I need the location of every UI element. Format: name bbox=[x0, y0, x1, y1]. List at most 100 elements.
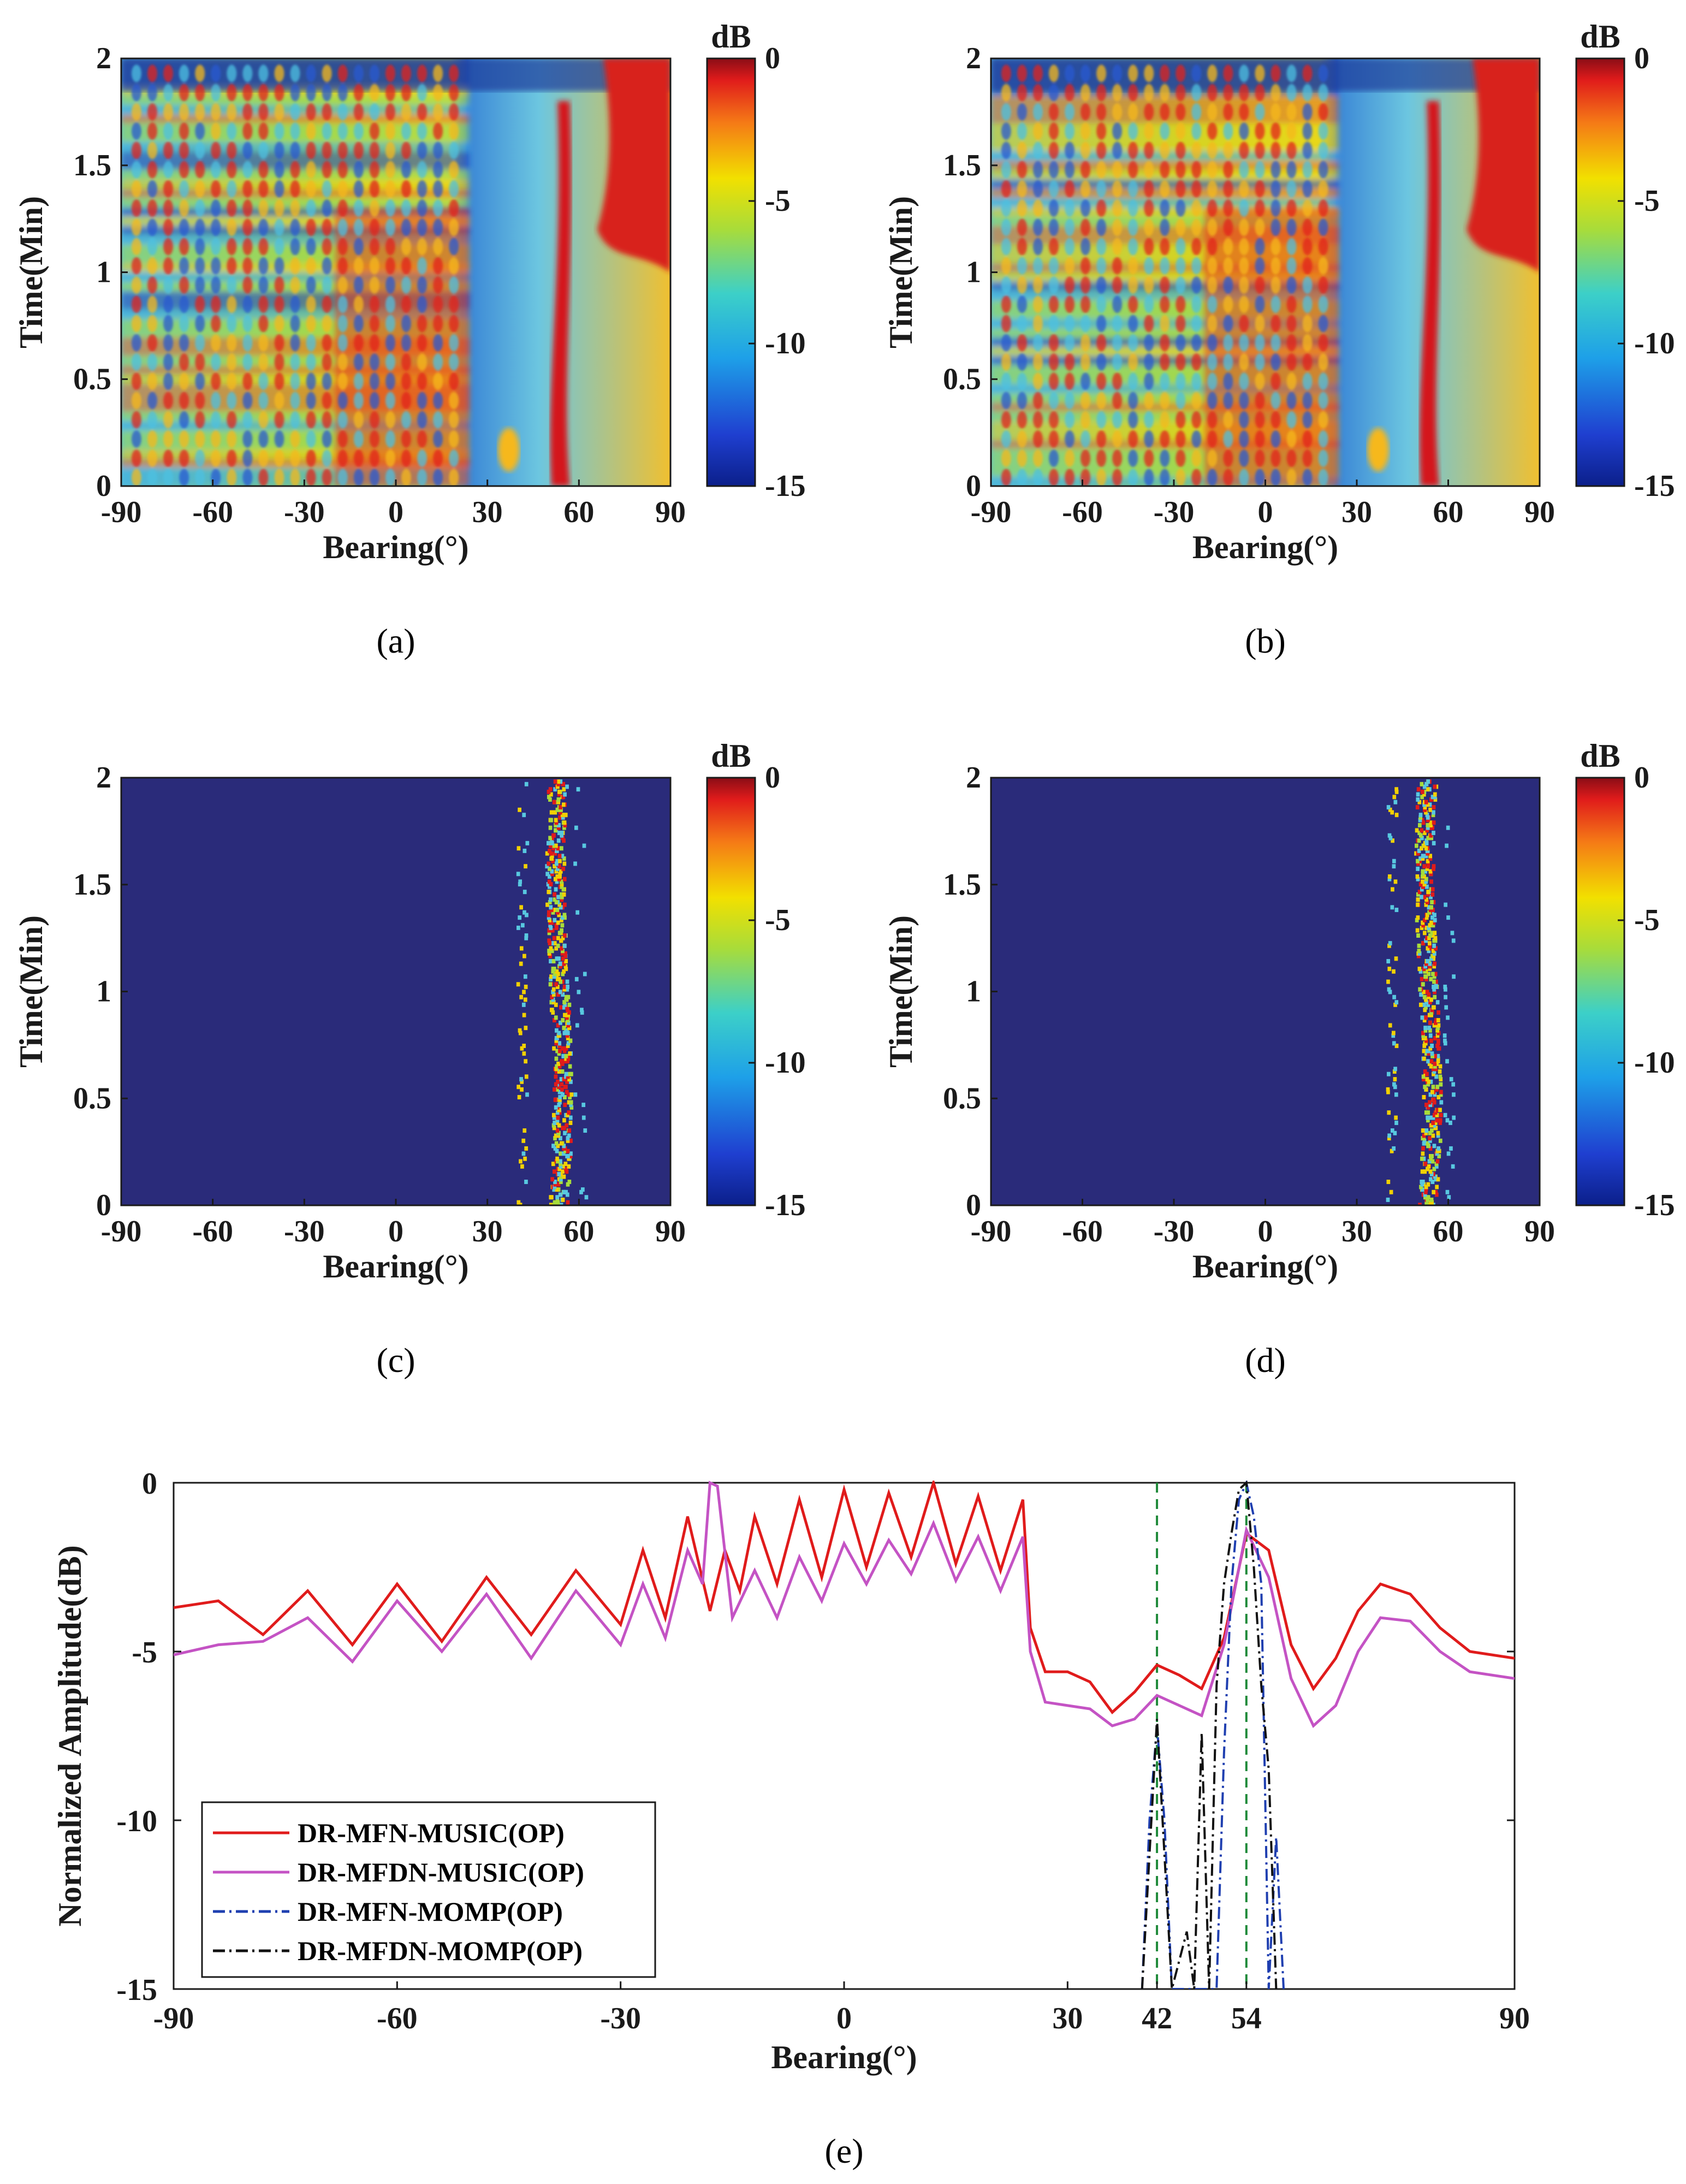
detection-cell bbox=[553, 1120, 556, 1125]
detection-cell bbox=[1420, 828, 1424, 833]
lobe bbox=[401, 315, 412, 333]
detection-cell bbox=[1429, 1038, 1433, 1043]
detection-cell bbox=[1428, 1028, 1432, 1033]
detection-cell bbox=[1417, 831, 1421, 836]
detection-cell bbox=[1426, 1197, 1430, 1202]
detection-cell bbox=[1417, 951, 1422, 956]
detection-cell bbox=[1433, 995, 1437, 999]
detection-cell bbox=[1434, 1018, 1438, 1023]
lobe bbox=[290, 218, 300, 236]
detection-cell bbox=[1425, 866, 1429, 871]
detection-cell bbox=[559, 1136, 562, 1141]
lobe bbox=[1017, 449, 1027, 467]
lobe bbox=[1049, 238, 1059, 256]
lobe bbox=[1001, 180, 1011, 198]
lobe bbox=[1128, 392, 1138, 410]
heatmap-floor bbox=[121, 778, 670, 1205]
detection-cell bbox=[1432, 951, 1436, 956]
lobe bbox=[1286, 295, 1297, 313]
detection-cell bbox=[1426, 1118, 1430, 1123]
lobe bbox=[242, 218, 253, 236]
detection-cell bbox=[1429, 1115, 1433, 1120]
detection-cell bbox=[1435, 1151, 1439, 1156]
lobe bbox=[1081, 84, 1091, 102]
lobe bbox=[1239, 295, 1249, 313]
detection-cell bbox=[1427, 1051, 1431, 1056]
detection-cell bbox=[1418, 882, 1423, 887]
detection-cell bbox=[1430, 1051, 1434, 1056]
lobe bbox=[353, 353, 364, 371]
detection-cell bbox=[563, 1149, 567, 1153]
detection-cell bbox=[562, 861, 567, 866]
detection-cell bbox=[1427, 1079, 1431, 1084]
lobe bbox=[274, 411, 284, 429]
detection-cell bbox=[1418, 987, 1422, 992]
lobe bbox=[258, 161, 269, 179]
lobe bbox=[258, 257, 269, 275]
detection-cell bbox=[1429, 1123, 1433, 1128]
detection-cell bbox=[566, 1031, 570, 1035]
detection-cell bbox=[559, 1141, 563, 1146]
lobe bbox=[131, 276, 141, 294]
detection-cell bbox=[556, 943, 560, 948]
detection-cell bbox=[559, 805, 562, 810]
detection-cell bbox=[1426, 859, 1430, 863]
lobe bbox=[1096, 315, 1107, 333]
lobe bbox=[1081, 372, 1091, 390]
lobe bbox=[227, 122, 237, 140]
detection-cell bbox=[1424, 877, 1428, 881]
lobe bbox=[242, 295, 253, 313]
lobe bbox=[227, 372, 237, 390]
lobe bbox=[1128, 276, 1138, 294]
lobe bbox=[1096, 141, 1107, 159]
lobe bbox=[163, 218, 174, 236]
detection-cell bbox=[1386, 1197, 1390, 1202]
detection-cell bbox=[1432, 831, 1435, 836]
lobe bbox=[417, 315, 428, 333]
detection-cell bbox=[1422, 802, 1426, 807]
lobe bbox=[369, 122, 379, 140]
lobe bbox=[1191, 218, 1202, 236]
detection-cell bbox=[566, 1182, 570, 1187]
detection-cell bbox=[1433, 936, 1438, 940]
lobe bbox=[1065, 122, 1075, 140]
lobe bbox=[1096, 180, 1107, 198]
detection-cell bbox=[554, 1056, 559, 1061]
detection-cell bbox=[558, 810, 562, 815]
detection-cell bbox=[1430, 910, 1434, 915]
detection-cell bbox=[1429, 872, 1433, 877]
lobe bbox=[1032, 411, 1043, 429]
lobe bbox=[1001, 469, 1011, 486]
lobe bbox=[1049, 199, 1059, 217]
lobe bbox=[1318, 238, 1328, 256]
detection-cell bbox=[1416, 851, 1420, 856]
detection-cell bbox=[1428, 933, 1432, 938]
detection-cell bbox=[1436, 1131, 1440, 1135]
lobe bbox=[290, 411, 300, 429]
lobe bbox=[1302, 372, 1313, 390]
lobe bbox=[290, 180, 300, 198]
detection-cell bbox=[555, 1195, 559, 1200]
detection-cell bbox=[519, 961, 523, 966]
detection-cell bbox=[1439, 1112, 1443, 1117]
detection-cell bbox=[569, 1079, 573, 1084]
lobe bbox=[179, 315, 189, 333]
lobe bbox=[369, 180, 379, 198]
colorbar-tick-label: -5 bbox=[765, 903, 791, 937]
detection-cell bbox=[1421, 923, 1426, 928]
detection-cell bbox=[547, 795, 551, 800]
detection-cell bbox=[519, 1159, 523, 1164]
lobe bbox=[211, 372, 221, 390]
lobe bbox=[1302, 161, 1313, 179]
detection-cell bbox=[548, 982, 553, 987]
detection-cell bbox=[520, 1046, 524, 1051]
detection-cell bbox=[1421, 920, 1424, 925]
detection-cell bbox=[557, 976, 561, 981]
detection-cell bbox=[1427, 1164, 1431, 1169]
detection-cell bbox=[562, 856, 566, 861]
lobe bbox=[385, 238, 395, 256]
lobe bbox=[401, 334, 412, 352]
lobe bbox=[1160, 103, 1170, 121]
lobe bbox=[163, 430, 174, 448]
lobe bbox=[449, 238, 459, 256]
